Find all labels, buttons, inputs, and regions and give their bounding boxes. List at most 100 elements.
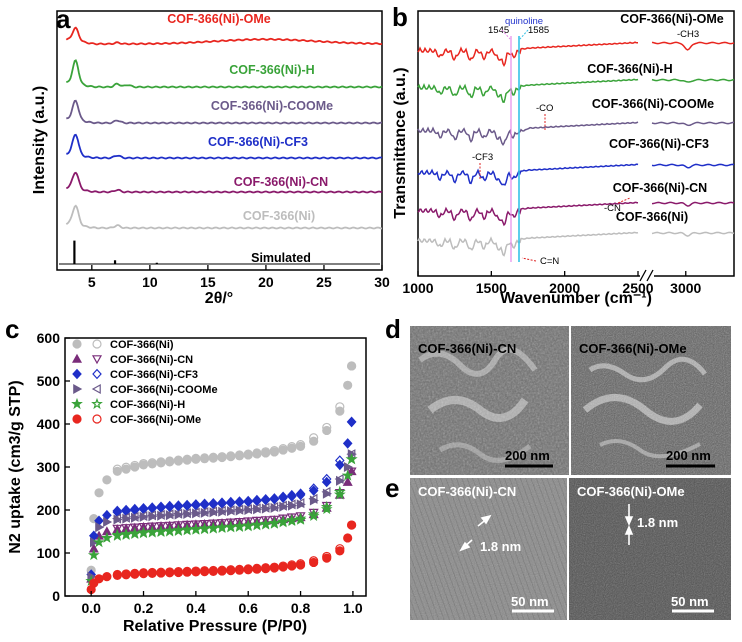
des-point-cof-366-ni-coome-25: [112, 513, 122, 524]
des-point-cof-366-ni-cf3-0: [346, 416, 357, 428]
ir-curve-hi-cof-366-ni: [651, 231, 735, 237]
legend-marker-filled-cof-366-ni-cn: [71, 353, 83, 363]
ads-point-cof-366-ni-29: [343, 380, 353, 390]
panel-e-letter: e: [385, 473, 399, 503]
des-point-cof-366-ni-23: [130, 460, 140, 471]
des-point-cof-366-ni-coome-13: [216, 505, 226, 516]
ads-point-cof-366-ni-cf3-24: [286, 491, 297, 502]
des-point-cof-366-ni-coome-21: [146, 510, 156, 521]
des-point-cof-366-ni-5: [287, 442, 297, 452]
xrd-label-cof-366-ni-ome: COF-366(Ni)-OMe: [167, 12, 271, 26]
panel-d: d COF-366(Ni)-CN COF-366(Ni)-OMe 200 nm …: [385, 314, 731, 475]
des-point-cof-366-ni-14: [208, 452, 218, 462]
des-point-cof-366-ni-6: [278, 444, 288, 454]
des-point-cof-366-ni-ome-8: [261, 563, 271, 573]
ads-point-cof-366-ni-cf3-29: [342, 438, 353, 449]
des-point-cof-366-ni-ome-12: [226, 565, 236, 575]
xrd-curve-cof-366-ni-cf3: [66, 133, 383, 160]
des-point-cof-366-ni-cn-6: [278, 514, 289, 524]
des-point-cof-366-ni-coome-22: [138, 510, 148, 522]
a-tick-label-5: 5: [88, 274, 96, 290]
des-point-cof-366-ni-cn-9: [251, 516, 262, 526]
des-point-cof-366-ni-ome-2: [322, 551, 332, 562]
ir-label-cof-366-ni-h: COF-366(Ni)-H: [587, 62, 672, 76]
des-point-cof-366-ni-cf3-11: [234, 496, 245, 507]
des-point-cof-366-ni-ome-25: [112, 569, 122, 580]
axis-break-mark: [639, 268, 654, 282]
ads-point-cof-366-ni-cf3-30: [346, 416, 357, 428]
des-point-cof-366-ni-7: [269, 446, 279, 456]
c-ytick-label-0: 0: [52, 588, 60, 604]
des-point-cof-366-ni-cf3-3: [308, 483, 319, 494]
des-point-cof-366-ni-cn-15: [199, 519, 210, 530]
des-point-cof-366-ni-cf3-22: [138, 503, 149, 514]
ir-curve-cof-366-ni-h: [417, 78, 639, 104]
b-tick-label-1500: 1500: [476, 280, 507, 296]
des-point-cof-366-ni-h-15: [198, 522, 211, 534]
des-point-cof-366-ni-ome-19: [165, 567, 175, 577]
des-point-cof-366-ni-cn-24: [121, 524, 132, 534]
des-point-cof-366-ni-cf3-21: [147, 502, 158, 513]
des-point-cof-366-ni-cn-25: [112, 524, 123, 534]
des-point-cof-366-ni-12: [226, 451, 236, 461]
des-point-cof-366-ni-coome-7: [269, 501, 279, 513]
des-point-cof-366-ni-coome-18: [173, 508, 183, 519]
des-point-cof-366-ni-coome-2: [321, 486, 331, 497]
des-point-cof-366-ni-h-19: [163, 524, 176, 536]
c-xtick-label-0.0: 0.0: [81, 600, 101, 616]
panel-a-letter: a: [56, 4, 71, 34]
des-point-cof-366-ni-h-17: [181, 523, 193, 535]
xrd-label-cof-366-ni-coome: COF-366(Ni)-COOMe: [211, 99, 333, 113]
panel-c-legend: COF-366(Ni) COF-366(Ni)-CN COF-366(Ni)-CF3…: [71, 339, 218, 426]
ads-point-cof-366-ni-ome-29: [343, 533, 353, 543]
des-point-cof-366-ni-h-2: [320, 500, 333, 512]
des-point-cof-366-ni-h-24: [120, 527, 133, 540]
panel-b-x-ticks: 1000 1500 2000 2500 3000: [402, 271, 702, 296]
ir-curve-cof-366-ni-ome: [417, 41, 638, 67]
ir-label-cof-366-ni-ome: COF-366(Ni)-OMe: [620, 12, 724, 26]
tem-right-spacing: 1.8 nm: [637, 515, 678, 530]
des-point-cof-366-ni-24: [121, 462, 131, 472]
des-point-cof-366-ni-10: [243, 449, 253, 459]
des-point-cof-366-ni-cn-10: [243, 517, 254, 527]
ads-point-cof-366-ni-ome-2: [94, 574, 104, 584]
annotation-ch3: -CH3: [677, 29, 699, 40]
des-point-cof-366-ni-ome-21: [147, 567, 157, 578]
panel-b-series-labels: COF-366(Ni)-OMe COF-366(Ni)-H COF-366(Ni)-…: [587, 12, 723, 224]
tem-left-label: COF-366(Ni)-CN: [418, 484, 516, 499]
c-xtick-label-0.4: 0.4: [186, 600, 206, 616]
ir-curve-hi-cof-366-ni-coome: [651, 121, 735, 127]
ir-label-cof-366-ni-coome: COF-366(Ni)-COOMe: [592, 97, 714, 111]
des-point-cof-366-ni-cf3-6: [278, 491, 288, 503]
des-point-cof-366-ni-cf3-13: [217, 497, 227, 508]
des-point-cof-366-ni-cf3-1: [334, 455, 345, 466]
panel-a-frame: [56, 10, 383, 271]
xrd-label-cof-366-ni: COF-366(Ni): [243, 209, 315, 223]
des-point-cof-366-ni-coome-17: [181, 508, 191, 519]
c-xtick-label-0.8: 0.8: [291, 600, 311, 616]
sem-left-label: COF-366(Ni)-CN: [418, 341, 516, 356]
ads-point-cof-366-ni-3: [102, 475, 112, 485]
des-point-cof-366-ni-ome-1: [335, 544, 345, 554]
annotation-cf3: -CF3: [472, 152, 493, 163]
des-point-cof-366-ni-2: [322, 422, 332, 433]
c-xtick-label-1.0: 1.0: [343, 600, 363, 616]
panel-c-ticks: 0.0 0.2 0.4 0.6 0.8 1.0 0 100 200 300 400 500 600: [37, 330, 363, 616]
panel-b-letter: b: [392, 2, 408, 32]
panel-b-y-label: Transmittance (a.u.): [392, 67, 409, 218]
b-tick-label-1000: 1000: [402, 280, 433, 296]
des-point-cof-366-ni-3: [309, 433, 319, 443]
des-point-cof-366-ni-coome-15: [199, 506, 209, 518]
panel-a-y-label: Intensity (a.u.): [31, 86, 48, 194]
des-point-cof-366-ni-cf3-25: [112, 505, 123, 517]
des-point-cof-366-ni-cn-7: [269, 515, 280, 525]
ir-curve-hi-cof-366-ni-cf3: [651, 163, 735, 169]
des-point-cof-366-ni-h-25: [111, 528, 124, 540]
des-point-cof-366-ni-ome-17: [182, 566, 192, 576]
des-point-cof-366-ni-cn-14: [208, 519, 219, 529]
panel-c-points: [85, 361, 358, 595]
des-point-cof-366-ni-cf3-7: [269, 493, 280, 504]
des-point-cof-366-ni-cf3-20: [156, 501, 166, 513]
des-point-cof-366-ni-h-10: [242, 519, 255, 531]
panel-a-x-ticks: 5 10 15 20 25 30: [88, 265, 390, 290]
